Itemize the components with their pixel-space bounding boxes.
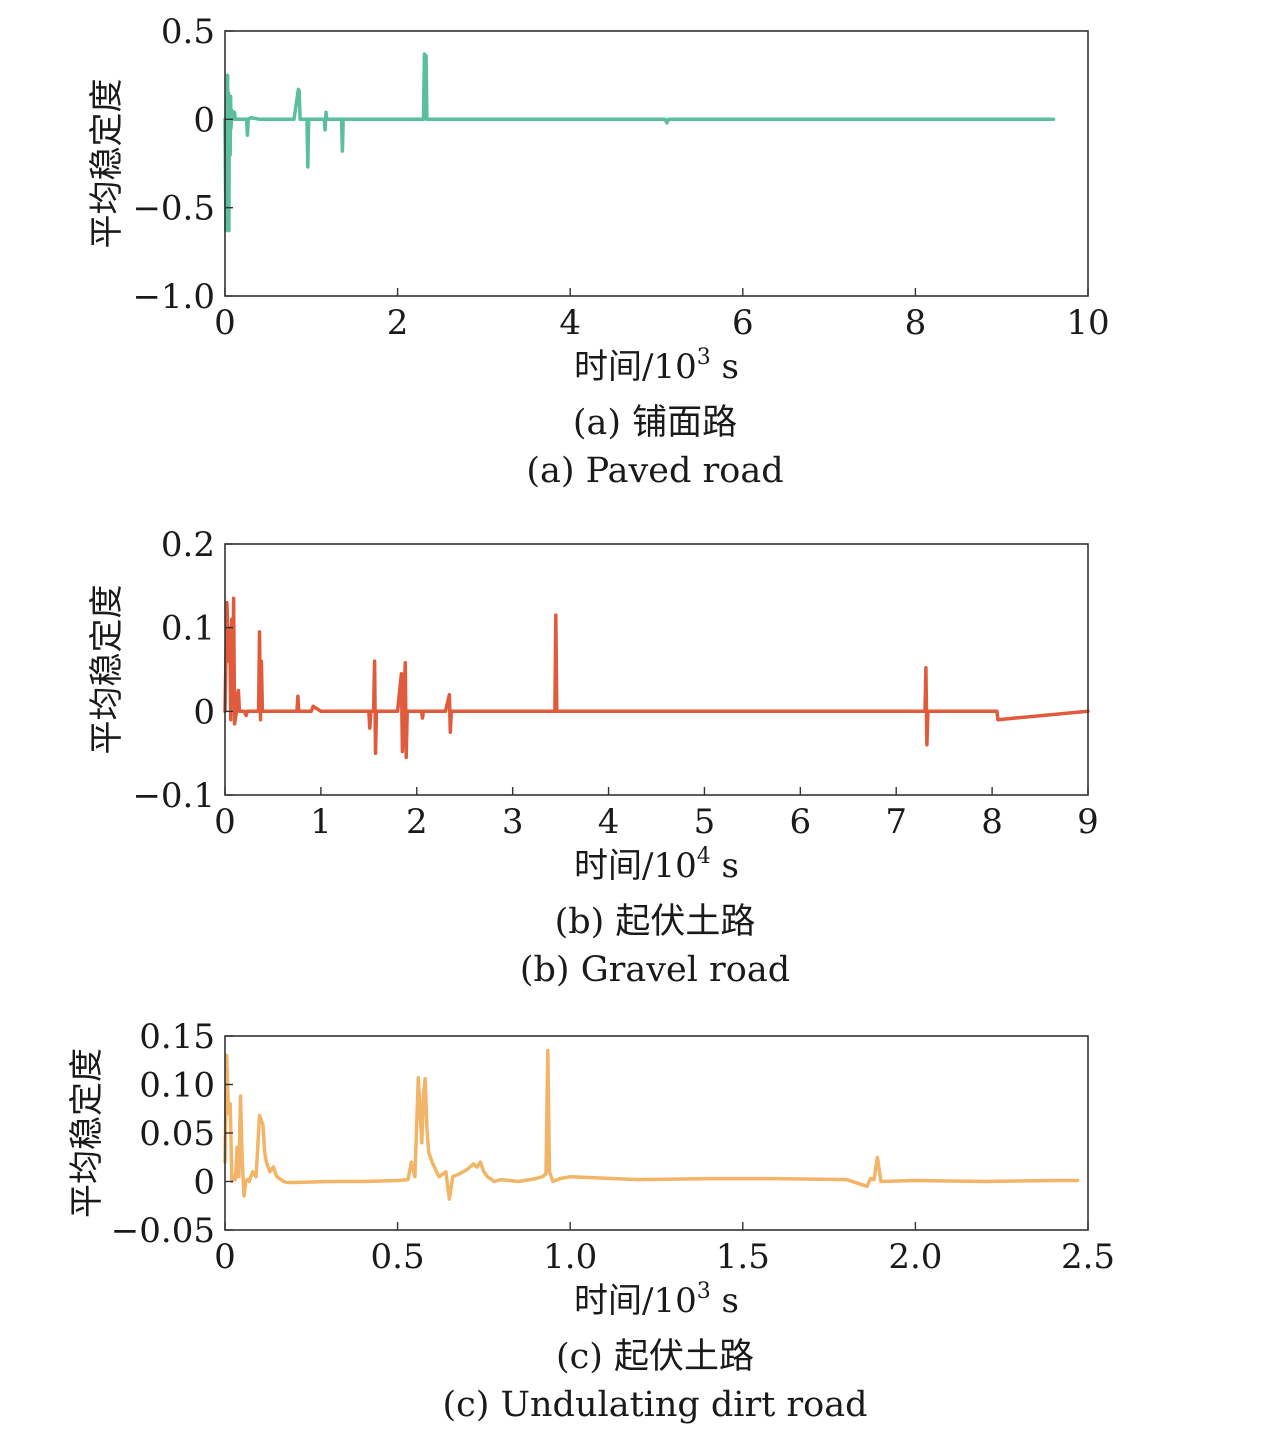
- plot-frame: [224, 1035, 1089, 1231]
- x-tick-label: 4: [598, 802, 620, 842]
- x-tick-label: 7: [885, 802, 907, 842]
- series-line-b-0: [223, 596, 1090, 760]
- y-tick-label: −0.5: [132, 189, 215, 229]
- x-tick-label: 9: [1077, 802, 1099, 842]
- x-tick-label: 2.5: [1061, 1237, 1115, 1277]
- x-tick-label: 0.5: [371, 1237, 425, 1277]
- x-axis-title-main: 时间/10: [574, 846, 697, 886]
- caption-en: (c) Undulating dirt road: [442, 1385, 867, 1425]
- series-line-c-0: [223, 1048, 1080, 1201]
- y-tick-label: −0.1: [132, 776, 215, 816]
- x-tick-label: 0: [214, 802, 236, 842]
- x-tick-label: 5: [694, 802, 716, 842]
- x-tick-label: 0: [214, 1237, 236, 1277]
- y-tick-label: −0.05: [111, 1211, 215, 1251]
- y-tick-label: 0.10: [139, 1066, 215, 1106]
- x-axis-title: 时间/103 s: [574, 345, 739, 387]
- plot-frame: [224, 30, 1089, 297]
- y-axis-title: 平均稳定度: [87, 79, 127, 249]
- x-axis-title: 时间/103 s: [574, 1279, 739, 1321]
- y-tick-label: −1.0: [132, 277, 215, 317]
- x-tick-label: 8: [981, 802, 1003, 842]
- y-tick-label: 0.1: [161, 609, 215, 649]
- y-tick-label: 0: [193, 692, 215, 732]
- x-tick-label: 10: [1066, 303, 1109, 343]
- y-tick-label: 0.2: [161, 525, 215, 565]
- x-axis-title-exponent: 3: [697, 1279, 711, 1304]
- y-axis-title: 平均稳定度: [67, 1048, 107, 1218]
- x-tick-label: 4: [559, 303, 581, 343]
- x-tick-label: 3: [502, 802, 524, 842]
- y-tick-label: 0.15: [139, 1017, 215, 1057]
- x-tick-label: 1.0: [543, 1237, 597, 1277]
- x-tick-label: 6: [732, 303, 754, 343]
- plot-frame: [224, 543, 1089, 796]
- x-tick-label: 1: [310, 802, 332, 842]
- x-tick-label: 6: [790, 802, 812, 842]
- x-axis-title-unit: s: [711, 846, 739, 886]
- x-axis-title-unit: s: [711, 1281, 739, 1321]
- caption-cn: (c) 起伏土路: [556, 1337, 754, 1377]
- x-axis-title-exponent: 4: [697, 844, 711, 869]
- x-tick-label: 8: [905, 303, 927, 343]
- series-line-a-0: [223, 52, 1056, 233]
- x-tick-label: 1.5: [716, 1237, 770, 1277]
- caption-cn: (b) 起伏土路: [555, 902, 756, 942]
- x-axis-title-main: 时间/10: [574, 1281, 697, 1321]
- x-axis-title-main: 时间/10: [574, 347, 697, 387]
- x-axis-title: 时间/104 s: [574, 844, 739, 886]
- caption-en: (b) Gravel road: [520, 950, 790, 990]
- y-axis-title: 平均稳定度: [87, 585, 127, 755]
- y-tick-label: 0: [193, 1163, 215, 1203]
- caption-en: (a) Paved road: [526, 451, 783, 491]
- x-tick-label: 2: [406, 802, 428, 842]
- chart-panel-c: 0 0.5 1.0 1.5 2.0 2.5−0.0500.050.100.15平均稳定度时…: [67, 1017, 1115, 1425]
- y-tick-label: 0.5: [161, 12, 215, 52]
- x-axis-title-unit: s: [711, 347, 739, 387]
- x-tick-label: 2.0: [888, 1237, 942, 1277]
- x-tick-label: 2: [387, 303, 409, 343]
- y-tick-label: 0: [193, 100, 215, 140]
- x-tick-label: 0: [214, 303, 236, 343]
- y-tick-label: 0.05: [139, 1114, 215, 1154]
- x-axis-title-exponent: 3: [697, 345, 711, 370]
- caption-cn: (a) 铺面路: [573, 403, 737, 443]
